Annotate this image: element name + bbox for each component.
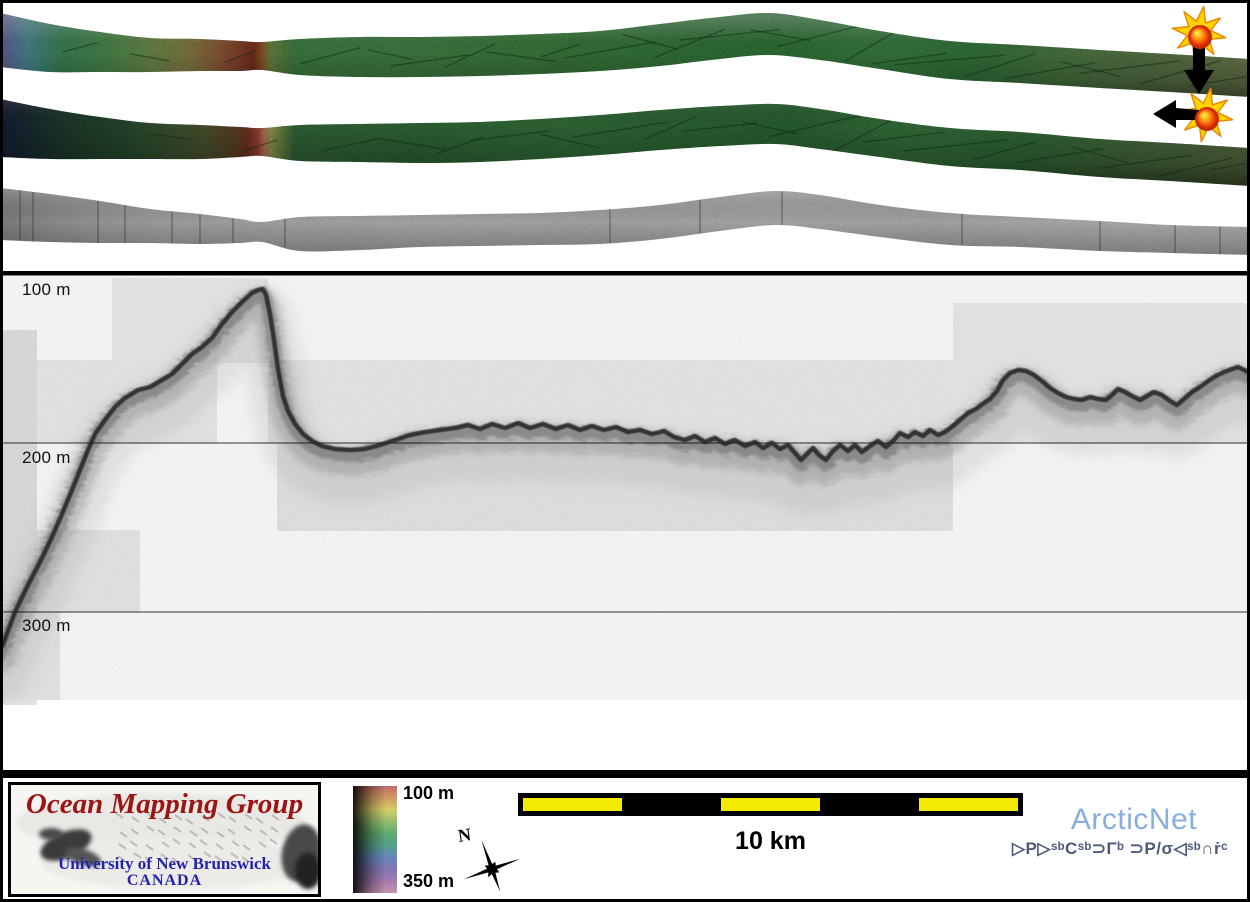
subbottom-profile — [0, 276, 1250, 705]
depth-label: 200 m — [22, 448, 71, 467]
seafloor-trace — [0, 286, 1250, 648]
colorbar-shading — [353, 786, 397, 893]
swath-panel — [0, 12, 1250, 255]
north-arrow-icon — [463, 839, 521, 892]
depth-label: 100 m — [22, 280, 71, 299]
arcticnet-logo: ArcticNet — [1070, 803, 1198, 836]
panel-divider-line — [0, 271, 1250, 276]
scale-bar-segment — [919, 798, 1018, 811]
depth-label: 300 m — [22, 616, 71, 635]
arcticnet-inuktitut-text: ▷P▷ˢᵇCˢᵇ⊃Γᵇ ⊃P/σ◁ˢᵇ∩ṙᶜ — [1011, 839, 1229, 858]
sun-illumination-arrow-down-icon — [1171, 5, 1227, 94]
sun-illumination-arrow-left-icon — [1153, 87, 1234, 143]
sun-icons — [1153, 5, 1234, 143]
omg-logo-university: University of New Brunswick — [58, 854, 271, 873]
footer-divider-line — [0, 770, 1250, 778]
omg-logo-country: CANADA — [126, 872, 203, 889]
scale-bar-segment — [721, 798, 820, 811]
omg-logo-sonar-art — [16, 793, 318, 889]
depth-colorbar — [353, 786, 397, 893]
colorbar-bottom-label: 350 m — [403, 871, 455, 891]
map-scale-bar — [518, 793, 1023, 816]
scale-bar-segment — [622, 798, 721, 811]
omg-logo-title: Ocean Mapping Group — [25, 788, 304, 820]
scale-bar-label: 10 km — [735, 827, 806, 855]
ocean-mapping-group-logo: Ocean Mapping Group University of New Br… — [8, 782, 321, 897]
colorbar-top-label: 100 m — [403, 783, 455, 803]
scale-bar-segment — [523, 798, 622, 811]
scale-bar-segment — [820, 798, 919, 811]
